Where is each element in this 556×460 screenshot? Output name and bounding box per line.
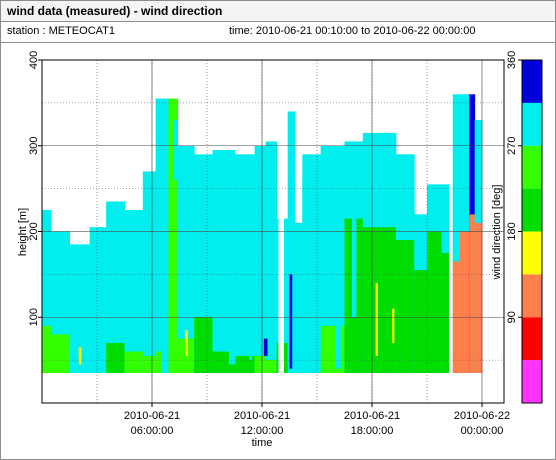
x-tick-label: 2010-06-21	[344, 410, 400, 422]
heatmap-cell	[254, 355, 267, 373]
colorbar-tick-label: 90	[506, 311, 518, 323]
heatmap-cell	[392, 308, 395, 343]
x-axis-label: time	[252, 437, 273, 449]
heatmap-cell	[351, 214, 357, 318]
heatmap-cell	[234, 154, 256, 373]
x-tick-label: 06:00:00	[131, 425, 174, 437]
x-tick-label: 2010-06-22	[454, 410, 510, 422]
heatmap-cell	[474, 222, 483, 373]
heatmap-cell	[168, 98, 179, 373]
colorbar-tick-label: 180	[506, 222, 518, 240]
colorbar: 90 180 270 360	[506, 51, 543, 404]
y-tick-label: 400	[28, 51, 40, 69]
colorbar-bin	[522, 360, 542, 403]
heatmap-cell	[78, 347, 82, 365]
heatmap-cell	[142, 171, 157, 373]
colorbar-bin	[522, 60, 542, 103]
heatmap-cell	[73, 252, 81, 352]
colorbar-bin	[522, 102, 542, 146]
heatmap-cell	[263, 338, 268, 356]
heatmap-cell	[89, 227, 107, 373]
x-tick-label: 00:00:00	[461, 425, 504, 437]
chart-title: wind data (measured) - wind direction	[7, 4, 223, 18]
heatmap-cell	[441, 252, 454, 373]
time-range-label: time: 2010-06-21 00:10:00 to 2010-06-22 …	[229, 25, 476, 37]
heatmap-cell	[302, 175, 307, 335]
y-axis: 100 200 300 400	[28, 51, 42, 326]
heatmap-cell	[234, 355, 256, 373]
heatmap-cell	[51, 334, 70, 373]
heatmap-cell	[320, 325, 345, 373]
colorbar-tick-label: 360	[506, 51, 518, 69]
heatmap-cell	[174, 120, 178, 181]
y-axis-label: height [m]	[17, 208, 29, 256]
y-tick-label: 200	[28, 222, 40, 240]
heatmap-cell	[427, 231, 443, 373]
heatmap-cell	[265, 360, 278, 373]
heatmap-cell	[155, 351, 162, 373]
heatmap-cell	[452, 94, 461, 373]
heatmap-cell	[97, 227, 102, 266]
x-tick-label: 2010-06-21	[234, 410, 290, 422]
x-tick-label: 12:00:00	[241, 425, 284, 437]
heatmap-cell	[42, 210, 52, 373]
station-label: station : METEOCAT1	[7, 25, 115, 37]
info-bar: station : METEOCAT1 time: 2010-06-21 00:…	[1, 22, 555, 43]
colorbar-bin	[522, 274, 542, 318]
colorbar-label: wind direction [deg]	[491, 185, 503, 281]
heatmap-cell	[42, 325, 52, 373]
x-tick-label: 18:00:00	[351, 425, 394, 437]
heatmap-cell	[185, 330, 188, 356]
heatmap-cell	[289, 274, 293, 369]
heatmap-cell	[335, 222, 341, 369]
heatmap-cell	[295, 222, 303, 373]
heatmap-cell	[124, 351, 144, 373]
heatmap-cell	[229, 240, 236, 365]
heatmap-cell	[161, 98, 169, 373]
colorbar-bin	[522, 145, 542, 189]
heatmap-cell	[155, 98, 162, 373]
colorbar-bin	[522, 188, 542, 232]
y-tick-label: 100	[28, 308, 40, 326]
heatmap-cell	[163, 145, 169, 189]
colorbar-bin	[522, 317, 542, 361]
heatmap-cell	[317, 188, 321, 352]
title-bar: wind data (measured) - wind direction	[1, 1, 555, 22]
colorbar-tick-label: 270	[506, 137, 518, 155]
heatmap-cell	[395, 240, 415, 373]
y-tick-label: 300	[28, 137, 40, 155]
heatmap-cell	[124, 210, 144, 373]
heatmap-cell	[254, 145, 267, 373]
heatmap-cell	[106, 342, 125, 373]
heatmap-cell	[265, 141, 278, 373]
heatmap-cell	[142, 355, 157, 373]
heatmap-cell	[194, 317, 213, 373]
heatmap-cell	[287, 111, 296, 373]
heatmap-cell	[414, 270, 428, 373]
heatmap-cell	[106, 201, 125, 373]
heatmap-cell	[177, 145, 195, 373]
heatmap-cell	[302, 154, 322, 373]
heatmap-cell	[375, 282, 378, 356]
colorbar-bin	[522, 231, 542, 275]
plot-grid	[42, 59, 504, 403]
heatmap-cell	[82, 244, 91, 373]
heatmap-cell	[460, 231, 470, 373]
heatmap-cell	[249, 308, 252, 361]
x-axis: 2010-06-21 06:00:00 2010-06-21 12:00:00 2010…	[124, 403, 510, 437]
x-tick-label: 2010-06-21	[124, 410, 180, 422]
heatmap-cell	[362, 227, 397, 373]
heatmap-cell	[469, 214, 476, 373]
